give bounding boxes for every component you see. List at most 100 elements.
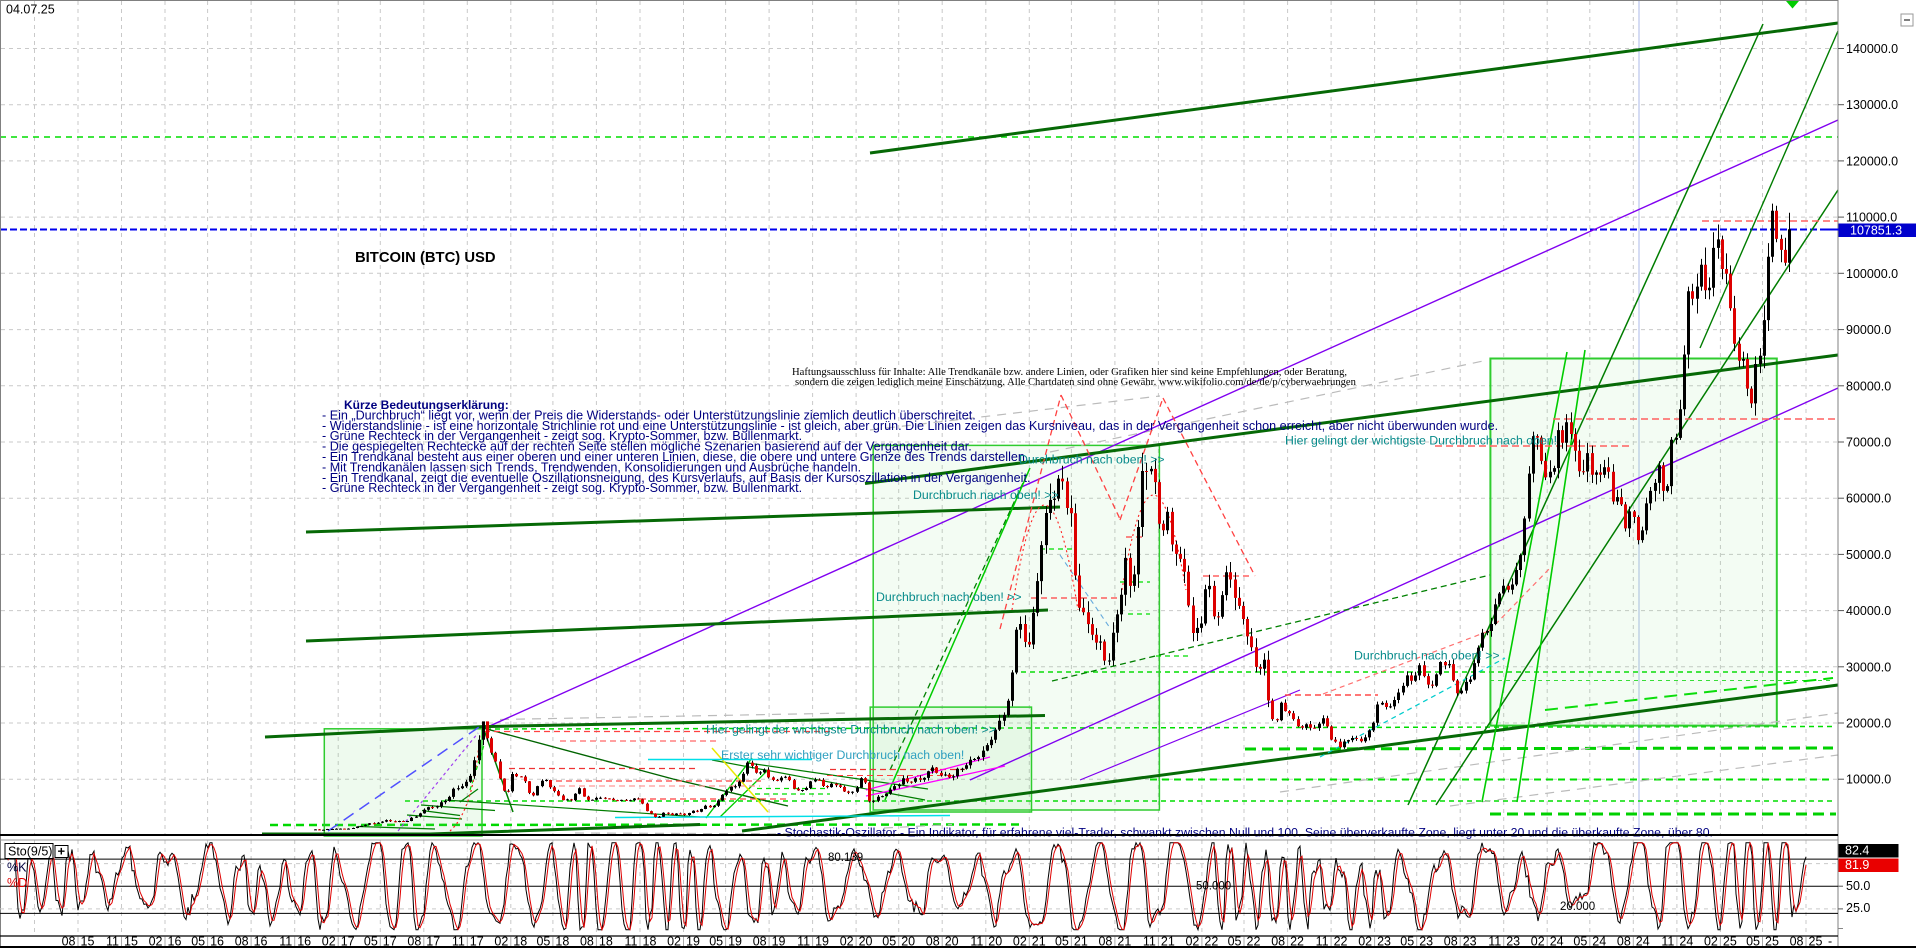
svg-text:BITCOIN (BTC) USD: BITCOIN (BTC) USD [355,250,496,266]
svg-text:sondern die zeigen lediglich m: sondern die zeigen lediglich meine Einsc… [795,377,1357,388]
svg-text:18: 18 [643,935,657,948]
svg-text:19: 19 [728,935,742,948]
svg-text:25: 25 [1765,935,1779,948]
svg-text:08: 08 [407,935,421,948]
svg-text:21: 21 [1074,935,1088,948]
svg-text:02: 02 [1358,935,1372,948]
svg-text:11: 11 [1488,935,1501,948]
svg-text:15: 15 [124,935,138,948]
svg-text:08: 08 [580,935,594,948]
svg-text:130000.0: 130000.0 [1846,98,1898,112]
svg-text:24: 24 [1592,935,1606,948]
svg-text:08: 08 [1444,935,1458,948]
svg-text:18: 18 [513,935,527,948]
svg-text:02: 02 [840,935,854,948]
svg-text:25: 25 [1809,935,1823,948]
svg-text:80000.0: 80000.0 [1846,379,1891,393]
svg-text:140000.0: 140000.0 [1846,42,1898,56]
svg-text:25.0: 25.0 [1846,901,1870,915]
svg-text:Erster sehr wichtiger Durchbru: Erster sehr wichtiger Durchbruch nach ob… [721,748,964,762]
svg-text:21: 21 [1161,935,1175,948]
svg-text:100000.0: 100000.0 [1846,267,1898,281]
svg-text:08: 08 [1617,935,1631,948]
svg-text:110000.0: 110000.0 [1846,211,1897,225]
svg-text:60000.0: 60000.0 [1846,492,1891,506]
svg-text:22: 22 [1204,935,1218,948]
svg-text:08: 08 [1790,935,1804,948]
svg-text:16: 16 [168,935,182,948]
svg-text:20000.0: 20000.0 [1846,717,1891,731]
svg-text:05: 05 [364,935,378,948]
svg-text:20: 20 [945,935,959,948]
svg-text:05: 05 [536,935,550,948]
svg-text:23: 23 [1419,935,1433,948]
svg-text:Durchbruch nach oben! >>: Durchbruch nach oben! >> [1354,649,1500,663]
svg-text:40000.0: 40000.0 [1846,604,1891,618]
svg-text:19: 19 [772,935,786,948]
svg-text:11: 11 [279,935,292,948]
svg-text:- Die gespiegelten Rechtecke a: - Die gespiegelten Rechtecke auf der rec… [322,440,972,454]
svg-text:11: 11 [1661,935,1674,948]
svg-text:Durchbruch nach oben! >>: Durchbruch nach oben! >> [1019,453,1165,467]
svg-text:08: 08 [1271,935,1285,948]
svg-text:70000.0: 70000.0 [1846,436,1891,450]
svg-text:05: 05 [191,935,205,948]
svg-text:- Stochastik-Oszillator - Ein: - Stochastik-Oszillator - Ein Indikator,… [777,826,1713,840]
svg-text:Hier gelingt der wichtigste Du: Hier gelingt der wichtigste Durchbruch n… [706,723,996,737]
svg-text:24: 24 [1679,935,1693,948]
svg-text:24: 24 [1636,935,1650,948]
svg-text:16: 16 [210,935,224,948]
svg-text:11: 11 [970,935,983,948]
svg-text:21: 21 [1032,935,1046,948]
svg-text:50000.0: 50000.0 [1846,548,1891,562]
svg-text:16: 16 [254,935,268,948]
svg-text:20: 20 [859,935,873,948]
svg-text:Durchbruch nach oben! >>: Durchbruch nach oben! >> [876,590,1022,604]
svg-text:11: 11 [1316,935,1329,948]
svg-text:- Ein Trendkanal, zeigt die ev: - Ein Trendkanal, zeigt die eventuelle O… [322,471,1030,485]
svg-text:17: 17 [426,935,440,948]
svg-text:21: 21 [1117,935,1131,948]
svg-text:- Widerstandslinie - ist eine: - Widerstandslinie - ist eine horizontal… [322,419,1498,433]
svg-text:- Ein „Durchbruch“ liegt vor,: - Ein „Durchbruch“ liegt vor, wenn der P… [322,408,976,422]
svg-text:- Grüne Rechteck in der Vergan: - Grüne Rechteck in der Vergangenheit - … [322,481,802,495]
svg-text:24: 24 [1550,935,1564,948]
svg-text:05: 05 [1573,935,1587,948]
svg-text:22: 22 [1247,935,1261,948]
svg-text:%D: %D [7,876,27,890]
svg-text:Durchbruch nach oben! >>: Durchbruch nach oben! >> [913,488,1059,502]
svg-text:%K: %K [7,861,27,875]
svg-text:05: 05 [1055,935,1069,948]
svg-text:02: 02 [149,935,163,948]
svg-text:17: 17 [341,935,355,948]
svg-text:11: 11 [625,935,638,948]
svg-text:90000.0: 90000.0 [1846,323,1891,337]
svg-text:+: + [58,844,66,859]
svg-text:Haftungsausschluss für Inhalte: Haftungsausschluss für Inhalte: Alle Tre… [792,367,1347,378]
svg-text:25: 25 [1723,935,1737,948]
svg-text:Hier gelingt der wichtigste Du: Hier gelingt der wichtigste Durchbruch n… [1285,434,1557,448]
svg-text:11: 11 [452,935,465,948]
svg-text:08: 08 [926,935,940,948]
svg-text:30000.0: 30000.0 [1846,660,1891,674]
svg-text:15: 15 [81,935,95,948]
svg-text:- Mit Trendkanälen lassen sich: - Mit Trendkanälen lassen sich Trends, T… [322,460,861,474]
svg-text:08: 08 [62,935,76,948]
svg-text:Kürze Bedeutungserklärung:: Kürze Bedeutungserklärung: [344,398,509,412]
svg-text:10000.0: 10000.0 [1846,773,1891,787]
svg-text:02: 02 [1013,935,1027,948]
svg-text:05: 05 [882,935,896,948]
svg-text:17: 17 [383,935,397,948]
svg-text:05: 05 [1746,935,1760,948]
svg-text:05: 05 [709,935,723,948]
svg-text:- Grüne Rechteck in der Vergan: - Grüne Rechteck in der Vergangenheit - … [322,429,802,443]
svg-text:82.4: 82.4 [1845,844,1869,858]
svg-text:19: 19 [815,935,829,948]
svg-text:18: 18 [555,935,569,948]
svg-text:19: 19 [686,935,700,948]
svg-text:02: 02 [667,935,681,948]
svg-text:20.000: 20.000 [1560,901,1595,913]
svg-text:81.9: 81.9 [1845,858,1869,872]
svg-text:18: 18 [599,935,613,948]
svg-text:- Ein Trendkanal besteht aus e: - Ein Trendkanal besteht aus einer obere… [322,450,1028,464]
